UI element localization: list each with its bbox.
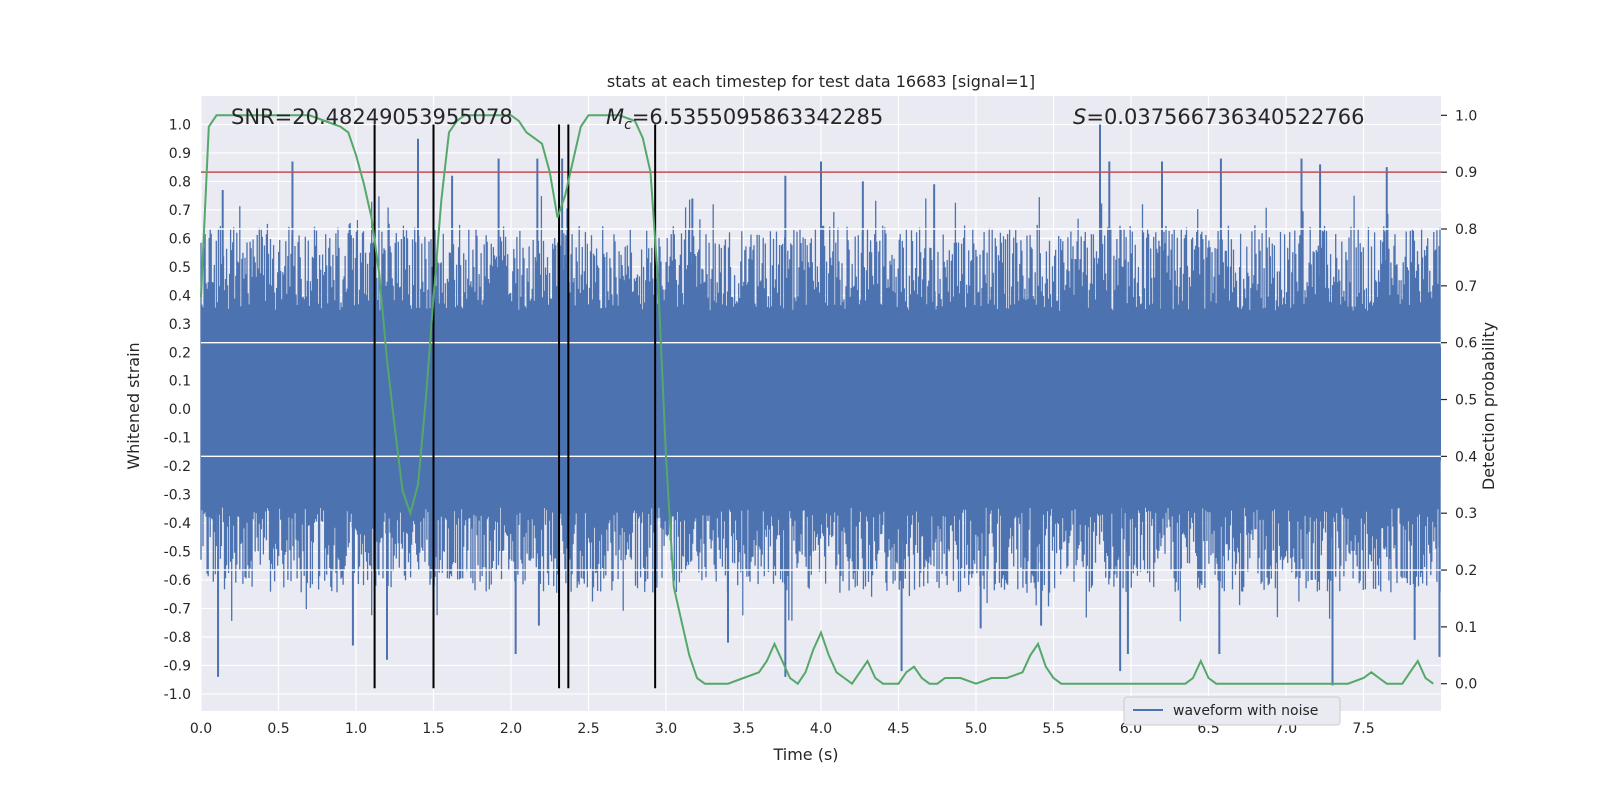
x-tick-label: 4.0	[810, 721, 832, 737]
x-tick-label: 1.0	[345, 721, 367, 737]
y-left-tick-label: -0.7	[164, 602, 191, 618]
legend-label: waveform with noise	[1173, 703, 1318, 719]
y-right-tick-label: 0.5	[1455, 393, 1477, 409]
chirp-mass-annotation: Mc=6.5355095863342285	[606, 105, 883, 133]
y-left-tick-label: -0.2	[164, 459, 191, 475]
s-annotation: S=0.037566736340522766	[1073, 105, 1364, 129]
x-tick-label: 4.5	[887, 721, 909, 737]
y-left-tick-label: 0.4	[169, 288, 191, 304]
y-left-tick-label: -0.1	[164, 431, 191, 447]
y-left-axis-ticks: -1.0 -0.9 -0.8 -0.7 -0.6 -0.5 -0.4 -0.3 -0.2 -0.1…	[164, 117, 191, 702]
y-left-tick-label: -0.3	[164, 488, 191, 504]
chirp-mass-symbol: M	[606, 105, 624, 129]
chart-title: stats at each timestep for test data 166…	[607, 72, 1035, 91]
x-tick-label: 3.5	[732, 721, 754, 737]
y-right-axis-ticks: 0.0 0.1 0.2 0.3 0.4 0.5 0.6 0.7 0.8 0.9 1.0	[1441, 108, 1477, 693]
y-left-tick-label: -0.6	[164, 573, 191, 589]
y-left-tick-label: 0.2	[169, 345, 191, 361]
y-left-tick-label: 0.0	[169, 402, 191, 418]
y-left-axis-label: Whitened strain	[124, 342, 143, 469]
y-right-tick-label: 0.0	[1455, 677, 1477, 693]
waveform-series	[200, 124, 1441, 686]
s-value: =0.037566736340522766	[1086, 105, 1364, 129]
y-left-tick-label: -0.8	[164, 630, 191, 646]
vertical-markers	[373, 124, 657, 689]
y-right-axis-label: Detection probability	[1479, 322, 1498, 490]
y-right-tick-label: 0.3	[1455, 506, 1477, 522]
x-tick-label: 2.5	[577, 721, 599, 737]
y-right-tick-label: 1.0	[1455, 108, 1477, 124]
x-tick-label: 5.5	[1042, 721, 1064, 737]
y-left-tick-label: 1.0	[169, 117, 191, 133]
y-left-tick-label: 0.8	[169, 174, 191, 190]
y-left-tick-label: 0.5	[169, 260, 191, 276]
legend: waveform with noise	[1123, 696, 1341, 726]
snr-annotation: SNR=20.48249053955078	[231, 105, 513, 129]
right-axis-grid	[201, 228, 1441, 571]
y-right-tick-label: 0.8	[1455, 222, 1477, 238]
y-left-tick-label: 0.7	[169, 203, 191, 219]
x-axis-label: Time (s)	[772, 745, 838, 764]
y-left-tick-label: 0.3	[169, 317, 191, 333]
y-right-tick-label: 0.2	[1455, 563, 1477, 579]
y-left-tick-label: -0.4	[164, 516, 191, 532]
x-tick-label: 0.5	[267, 721, 289, 737]
y-right-tick-label: 0.9	[1455, 165, 1477, 181]
waveform-core	[201, 346, 1441, 461]
x-tick-label: 3.0	[655, 721, 677, 737]
y-left-tick-label: 0.1	[169, 374, 191, 390]
chirp-mass-value: =6.5355095863342285	[632, 105, 883, 129]
y-right-tick-label: 0.4	[1455, 449, 1477, 465]
x-tick-label: 0.0	[190, 721, 212, 737]
chirp-mass-subscript: c	[624, 117, 632, 133]
y-left-tick-label: 0.9	[169, 146, 191, 162]
y-left-tick-label: -0.5	[164, 545, 191, 561]
x-tick-label: 1.5	[422, 721, 444, 737]
y-left-tick-label: -1.0	[164, 687, 191, 703]
x-tick-label: 5.0	[965, 721, 987, 737]
y-left-tick-label: -0.9	[164, 658, 191, 674]
x-axis-ticks: 0.0 0.5 1.0 1.5 2.0 2.5 3.0 3.5 4.0 4.5 5.0 5.5 6.0 6…	[190, 721, 1375, 737]
y-left-tick-label: 0.6	[169, 231, 191, 247]
y-right-tick-label: 0.6	[1455, 336, 1477, 352]
s-symbol: S	[1073, 105, 1086, 129]
x-tick-label: 2.0	[500, 721, 522, 737]
x-tick-label: 7.5	[1352, 721, 1374, 737]
legend-box	[1123, 696, 1341, 726]
probability-line	[200, 114, 1434, 686]
y-right-tick-label: 0.7	[1455, 279, 1477, 295]
y-right-tick-label: 0.1	[1455, 620, 1477, 636]
